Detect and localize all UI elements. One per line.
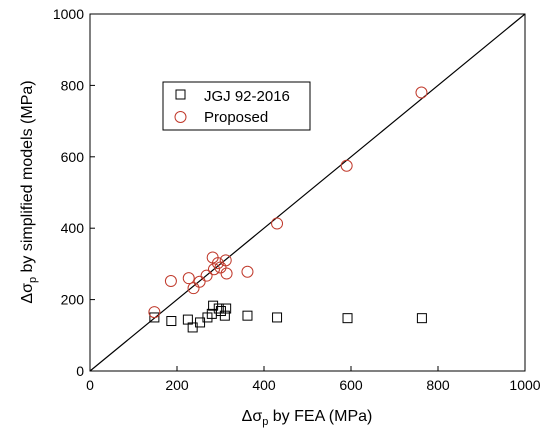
data-point-square	[149, 312, 160, 323]
data-point-square	[416, 313, 427, 324]
data-point-circle	[271, 217, 284, 230]
series-proposed	[148, 86, 428, 319]
data-point-circle	[241, 265, 254, 278]
series-jgj	[149, 300, 427, 333]
x-axis-ticks: 0 200 400 600 800 1000	[86, 366, 541, 393]
x-axis-label-sub: p	[262, 416, 268, 428]
data-point-square	[219, 310, 230, 321]
plot-area	[89, 13, 526, 372]
y-axis-label-rest: by simplified models (MPa)	[19, 80, 36, 277]
data-point-square	[221, 303, 232, 314]
legend-marker-proposed	[174, 111, 187, 123]
x-tick-label: 600	[339, 377, 363, 393]
data-point-circle	[182, 272, 195, 285]
legend: JGJ 92-2016 Proposed	[162, 81, 311, 131]
reference-line	[89, 13, 526, 372]
data-point-circle	[340, 159, 353, 172]
y-tick-label: 200	[61, 292, 85, 308]
y-tick-label: 1000	[53, 6, 84, 22]
data-point-square	[208, 300, 219, 311]
data-point-circle	[200, 269, 213, 282]
data-point-circle	[148, 306, 161, 319]
data-point-square	[213, 303, 224, 314]
legend-label-proposed: Proposed	[204, 109, 268, 126]
data-point-circle	[220, 267, 233, 280]
data-point-square	[166, 316, 177, 327]
x-tick-label: 1000	[509, 377, 540, 393]
y-tick-label: 0	[76, 363, 84, 379]
x-tick-label: 0	[86, 377, 94, 393]
x-tick-label: 200	[165, 377, 189, 393]
data-series	[148, 86, 428, 333]
x-tick-label: 800	[426, 377, 450, 393]
y-tick-label: 400	[61, 220, 85, 236]
legend-label-jgj: JGJ 92-2016	[204, 88, 290, 105]
legend-box	[162, 81, 311, 131]
data-point-circle	[193, 275, 206, 288]
data-point-square	[342, 313, 353, 324]
data-point-circle	[207, 263, 220, 276]
x-axis-label: Δσp by FEA (MPa)	[242, 408, 373, 428]
y-axis-label-sub: p	[27, 277, 39, 283]
x-tick-label: 400	[252, 377, 276, 393]
y-tick-label: 600	[61, 149, 85, 165]
data-point-circle	[164, 275, 177, 288]
data-point-circle	[219, 254, 232, 267]
data-point-circle	[415, 86, 428, 99]
y-tick-label: 800	[61, 77, 85, 93]
y-axis-label: Δσp by simplified models (MPa)	[19, 80, 39, 303]
x-axis-label-main: Δσ	[242, 408, 263, 425]
data-point-square	[272, 312, 283, 323]
x-axis-label-rest: by FEA (MPa)	[268, 408, 372, 425]
legend-marker-jgj	[175, 89, 186, 100]
data-point-square	[242, 310, 253, 321]
y-axis-ticks: 0 200 400 600 800 1000	[53, 6, 95, 379]
data-point-circle	[187, 282, 200, 295]
y-axis-label-main: Δσ	[19, 283, 36, 304]
